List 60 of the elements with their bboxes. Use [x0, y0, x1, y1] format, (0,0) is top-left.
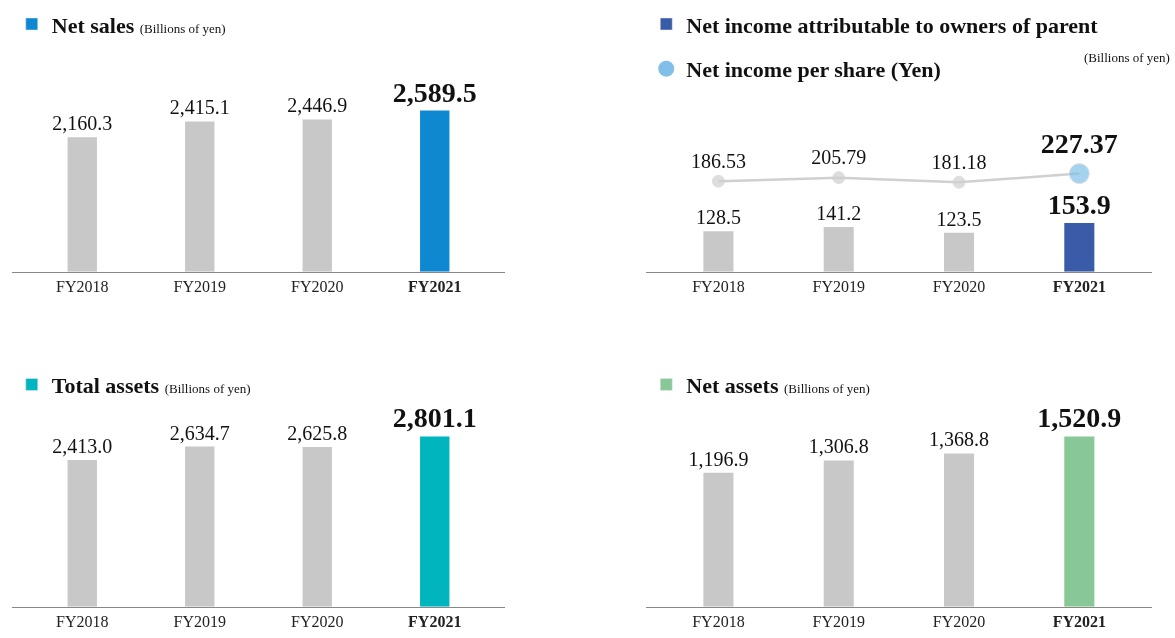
data-label: 2,801.1 — [392, 402, 477, 434]
legend-label: Total assets — [51, 373, 160, 399]
text: (Billions of yen) — [1084, 50, 1170, 65]
legend-label: Net assets — [686, 373, 779, 399]
data-label: 141.2 — [816, 202, 862, 225]
point — [711, 174, 725, 188]
bar — [703, 472, 734, 607]
data-label: 227.37 — [1040, 128, 1118, 160]
x-tick-label: FY2018 — [692, 277, 745, 295]
x-tick-label: FY2020 — [291, 612, 344, 630]
x-tick-label: FY2018 — [56, 612, 109, 630]
bar — [823, 227, 854, 272]
point — [952, 175, 966, 189]
data-label: 2,634.7 — [169, 421, 230, 444]
x-tick-label: FY2021 — [1052, 612, 1106, 630]
data-label: 181.18 — [931, 150, 987, 173]
data-label: 2,160.3 — [52, 112, 113, 135]
bar — [185, 121, 215, 272]
data-label: 1,520.9 — [1037, 402, 1122, 434]
data-label: 123.5 — [936, 207, 982, 230]
chart-subtitle: (Billions of yen) — [164, 381, 251, 397]
point — [832, 171, 846, 185]
x-tick-label: FY2021 — [1052, 277, 1106, 295]
x-tick-label: FY2021 — [408, 612, 462, 630]
data-label: 205.79 — [811, 146, 867, 169]
data-label: 128.5 — [695, 206, 741, 229]
data-label: 2,589.5 — [392, 76, 477, 108]
x-tick-label: FY2020 — [932, 612, 986, 630]
x-tick-label: FY2019 — [812, 277, 865, 295]
bar — [420, 110, 450, 272]
x-tick-label: FY2019 — [812, 612, 865, 630]
bar — [943, 232, 975, 272]
legend-label: Net income attributable to owners of parent — [686, 12, 1099, 38]
bar — [1064, 223, 1095, 272]
bar — [67, 137, 97, 272]
x-tick-label: FY2019 — [173, 277, 226, 295]
legend-label: Net sales — [51, 12, 135, 38]
chart-subtitle: (Billions of yen) — [784, 381, 870, 397]
x-tick-label: FY2020 — [932, 277, 986, 295]
data-label: 1,368.8 — [929, 428, 990, 451]
data-label: 2,413.0 — [52, 435, 113, 458]
x-tick-label: FY2020 — [291, 277, 344, 295]
x-tick-label: FY2019 — [173, 612, 226, 630]
data-label: 2,625.8 — [287, 422, 348, 445]
x-tick-label: FY2018 — [692, 612, 745, 630]
data-label: 1,196.9 — [688, 447, 749, 470]
bar — [1064, 436, 1095, 607]
data-label: 186.53 — [690, 149, 746, 172]
legend-label: Net income per share (Yen) — [686, 57, 941, 83]
data-label: 1,306.8 — [808, 435, 869, 458]
bar — [703, 231, 734, 272]
bar — [943, 453, 975, 607]
data-label: 2,415.1 — [169, 96, 230, 119]
bar — [823, 460, 854, 607]
x-tick-label: FY2021 — [408, 277, 462, 295]
bar — [302, 119, 332, 272]
chart-subtitle: (Billions of yen) — [139, 20, 226, 36]
x-tick-label: FY2018 — [56, 277, 109, 295]
data-label: 2,446.9 — [287, 94, 348, 117]
data-label: 153.9 — [1047, 189, 1111, 221]
